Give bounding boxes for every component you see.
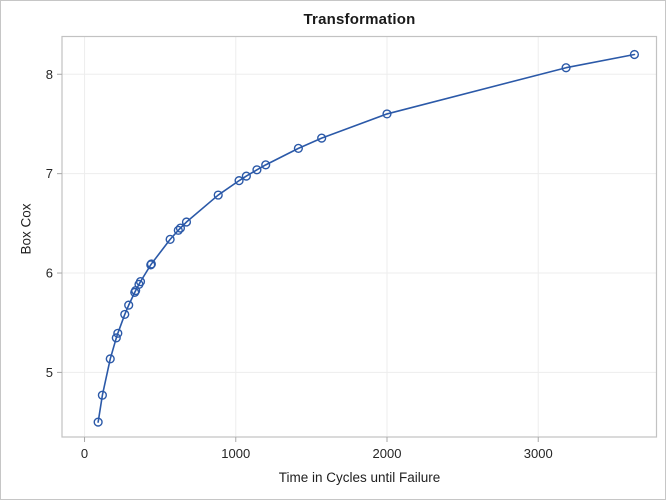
data-point-marker: [97, 390, 107, 400]
data-point-marker: [261, 160, 271, 170]
y-tick-label: 7: [46, 166, 53, 181]
data-point-marker: [213, 190, 223, 200]
data-point-marker: [181, 217, 192, 227]
data-point-marker: [175, 223, 186, 233]
data-point-marker: [382, 109, 392, 119]
data-point-marker: [252, 165, 262, 175]
x-tick-label: 2000: [373, 446, 402, 461]
plot-frame: [61, 35, 658, 438]
chart-title: Transformation: [303, 11, 416, 28]
data-point-marker: [105, 354, 115, 364]
data-point-marker: [120, 309, 130, 320]
y-tick-label: 5: [46, 365, 53, 380]
data-point-marker: [165, 234, 175, 244]
data-point-marker: [93, 417, 103, 427]
data-point-marker: [111, 333, 121, 343]
y-axis-title: Box Cox: [18, 203, 34, 255]
x-axis-title: Time in Cycles until Failure: [278, 470, 441, 485]
x-tick-label: 1000: [221, 446, 250, 461]
data-point-marker: [241, 171, 251, 181]
x-tick-label: 3000: [524, 446, 553, 461]
data-point-marker: [234, 176, 244, 186]
y-tick-label: 6: [46, 266, 53, 281]
data-point-marker: [173, 225, 183, 235]
y-tick-label: 8: [46, 67, 53, 82]
data-point-marker: [124, 300, 134, 310]
data-point-marker: [629, 49, 640, 60]
data-point-marker: [135, 277, 146, 287]
data-point-marker: [113, 328, 123, 338]
x-tick-label: 0: [81, 446, 88, 461]
series-line: [97, 53, 636, 423]
data-point-marker: [146, 259, 156, 269]
data-point-marker: [293, 143, 303, 153]
data-point-marker: [317, 133, 327, 143]
data-point-marker: [561, 63, 571, 73]
